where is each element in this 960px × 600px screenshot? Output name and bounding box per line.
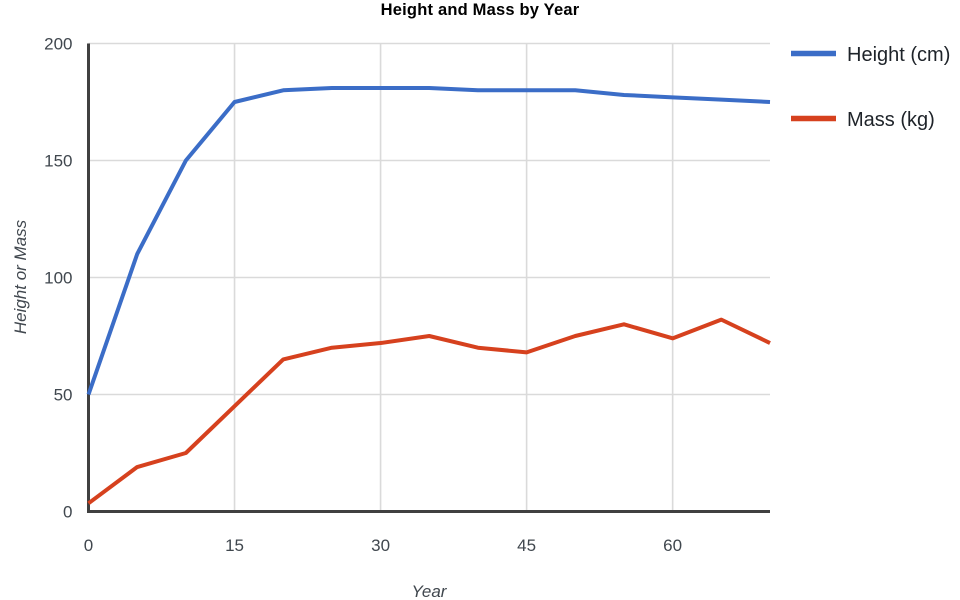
height-series-line <box>86 85 771 396</box>
legend-label-mass: Mass (kg) <box>847 109 935 131</box>
x-tick-label: 0 <box>84 536 93 555</box>
y-tick-label: 50 <box>54 386 73 405</box>
y-tick-label: 0 <box>63 503 72 522</box>
y-axis-label: Height or Mass <box>11 219 30 334</box>
x-tick-label: 30 <box>371 536 390 555</box>
y-tick-label: 100 <box>44 269 72 288</box>
mass-series-line <box>87 317 771 505</box>
x-tick-label: 60 <box>663 536 682 555</box>
x-tick-label: 15 <box>225 536 244 555</box>
y-tick-label: 200 <box>44 35 72 54</box>
chart-title: Height and Mass by Year <box>380 1 580 19</box>
legend-label-height: Height (cm) <box>847 44 950 66</box>
x-axis-label: Year <box>411 582 447 600</box>
y-tick-label: 150 <box>44 152 72 171</box>
x-tick-label: 45 <box>517 536 536 555</box>
